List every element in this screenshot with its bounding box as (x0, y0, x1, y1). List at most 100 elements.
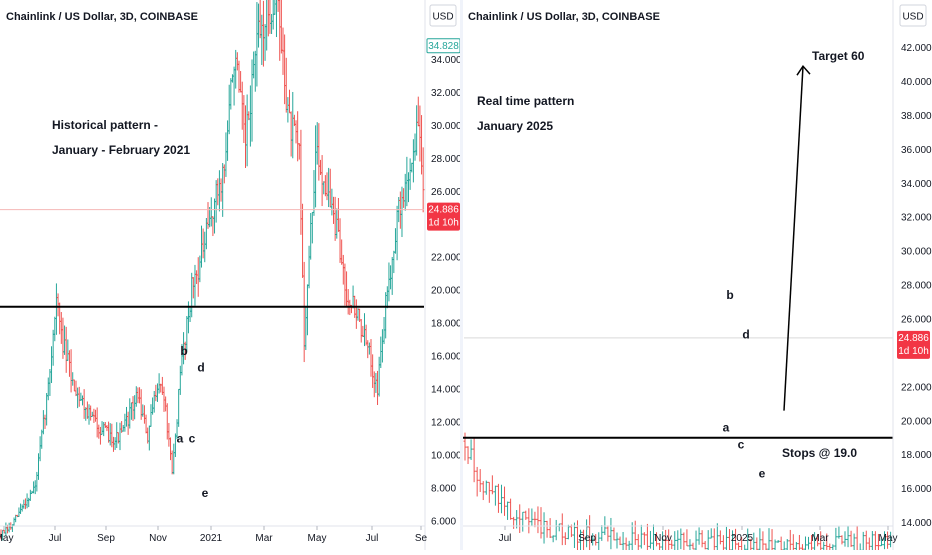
candle (718, 530, 722, 545)
left-high-value: 34.828 (428, 41, 459, 52)
y-tick-label: 14.000 (431, 385, 462, 396)
candle (849, 530, 853, 547)
left-usd-label: USD (432, 12, 453, 23)
y-tick-label: 34.000 (901, 179, 932, 190)
left-usd-button[interactable] (429, 4, 457, 27)
candle (524, 510, 528, 520)
candle (840, 535, 844, 545)
left-annotation-1: Historical pattern - (52, 118, 158, 132)
candle (621, 531, 625, 552)
target-arrow-head (796, 64, 811, 76)
right-wave-labels: a b c d e (723, 288, 766, 480)
candle (481, 481, 485, 501)
y-tick-label: 18.000 (901, 450, 932, 461)
x-tick-label: Se (415, 533, 428, 544)
candle (697, 527, 701, 545)
right-annotation-2: January 2025 (477, 119, 553, 133)
candle (618, 536, 622, 546)
candle (691, 542, 695, 550)
candle (655, 532, 659, 547)
x-tick-label: Jul (366, 533, 379, 544)
candle (679, 528, 683, 550)
wave-label-d: d (197, 361, 204, 375)
x-tick-label: Mar (255, 533, 273, 544)
candle (630, 522, 634, 552)
candle (776, 540, 780, 543)
candle (746, 528, 750, 552)
stops-label: Stops @ 19.0 (782, 446, 857, 460)
candle (478, 469, 482, 493)
y-tick-label: 30.000 (901, 247, 932, 258)
candle (807, 536, 811, 550)
y-tick-label: 38.000 (901, 111, 932, 122)
candle (569, 524, 573, 538)
left-y-axis[interactable]: 6.000 8.000 10.000 12.000 14.000 16.000 18.000… (431, 55, 462, 528)
candle (493, 485, 497, 506)
right-usd-button[interactable] (899, 4, 927, 27)
candle (752, 532, 756, 552)
y-tick-label: 16.000 (901, 484, 932, 495)
candle (816, 534, 820, 547)
candle (265, 0, 268, 51)
right-annotation-1: Real time pattern (477, 94, 574, 108)
candle (883, 531, 887, 550)
target-label: Target 60 (812, 49, 865, 63)
candle (536, 506, 540, 534)
y-tick-label: 28.000 (901, 281, 932, 292)
candle (539, 507, 543, 539)
candle (506, 501, 510, 520)
x-tick-label: May (879, 533, 898, 544)
right-price-badge: 24.886 1d 10h (897, 330, 930, 359)
y-tick-label: 16.000 (431, 352, 462, 363)
left-x-axis[interactable]: May Jul Sep Nov 2021 Mar May Jul Se (0, 526, 428, 544)
candle (642, 532, 646, 546)
left-high-badge: 34.828 (426, 38, 461, 54)
candle (566, 524, 570, 540)
y-tick-label: 26.000 (431, 187, 462, 198)
candle (889, 531, 893, 548)
y-tick-label: 30.000 (431, 121, 462, 132)
y-tick-label: 40.000 (901, 77, 932, 88)
y-tick-label: 42.000 (901, 43, 932, 54)
x-tick-label: Jul (499, 533, 512, 544)
candle (846, 525, 850, 548)
candle (706, 530, 710, 554)
candle (709, 528, 713, 539)
left-candle-group (0, 0, 425, 541)
right-x-axis[interactable]: Jul Sep Nov 2025 Mar May (499, 526, 898, 544)
candle (648, 530, 652, 549)
candle (527, 508, 531, 534)
target-arrow-shaft[interactable] (783, 66, 804, 411)
y-tick-label: 28.000 (431, 154, 462, 165)
x-tick-label: Sep (97, 533, 115, 544)
y-tick-label: 14.000 (901, 518, 932, 529)
x-tick-label: 2025 (731, 533, 754, 544)
y-tick-label: 12.000 (431, 418, 462, 429)
pane-separator[interactable] (460, 0, 463, 550)
left-price-badge: 24.886 1d 10h (427, 202, 460, 231)
y-tick-label: 22.000 (901, 382, 932, 393)
candle (421, 147, 425, 213)
y-tick-label: 6.000 (431, 517, 456, 528)
candle (551, 535, 555, 543)
candle (651, 524, 655, 554)
y-tick-label: 8.000 (431, 484, 456, 495)
x-tick-label: Sep (578, 533, 596, 544)
candle (496, 483, 500, 513)
right-last-price: 24.886 (898, 333, 929, 344)
candle (475, 466, 479, 497)
candle (509, 498, 513, 520)
right-chart-panel: Chainlink / US Dollar, 3D, COINBASE Real… (463, 0, 932, 555)
wave-label-a: a (723, 421, 730, 435)
y-tick-label: 26.000 (901, 314, 932, 325)
right-y-axis[interactable]: 14.000 16.000 18.000 20.000 22.000 26.000 28.0… (901, 43, 932, 529)
x-tick-label: May (0, 533, 13, 544)
wave-label-c: c (738, 438, 745, 452)
candle (670, 539, 674, 550)
left-countdown: 1d 10h (428, 218, 459, 229)
y-tick-label: 22.000 (431, 253, 462, 264)
y-tick-label: 10.000 (431, 451, 462, 462)
wave-label-e: e (202, 486, 209, 500)
